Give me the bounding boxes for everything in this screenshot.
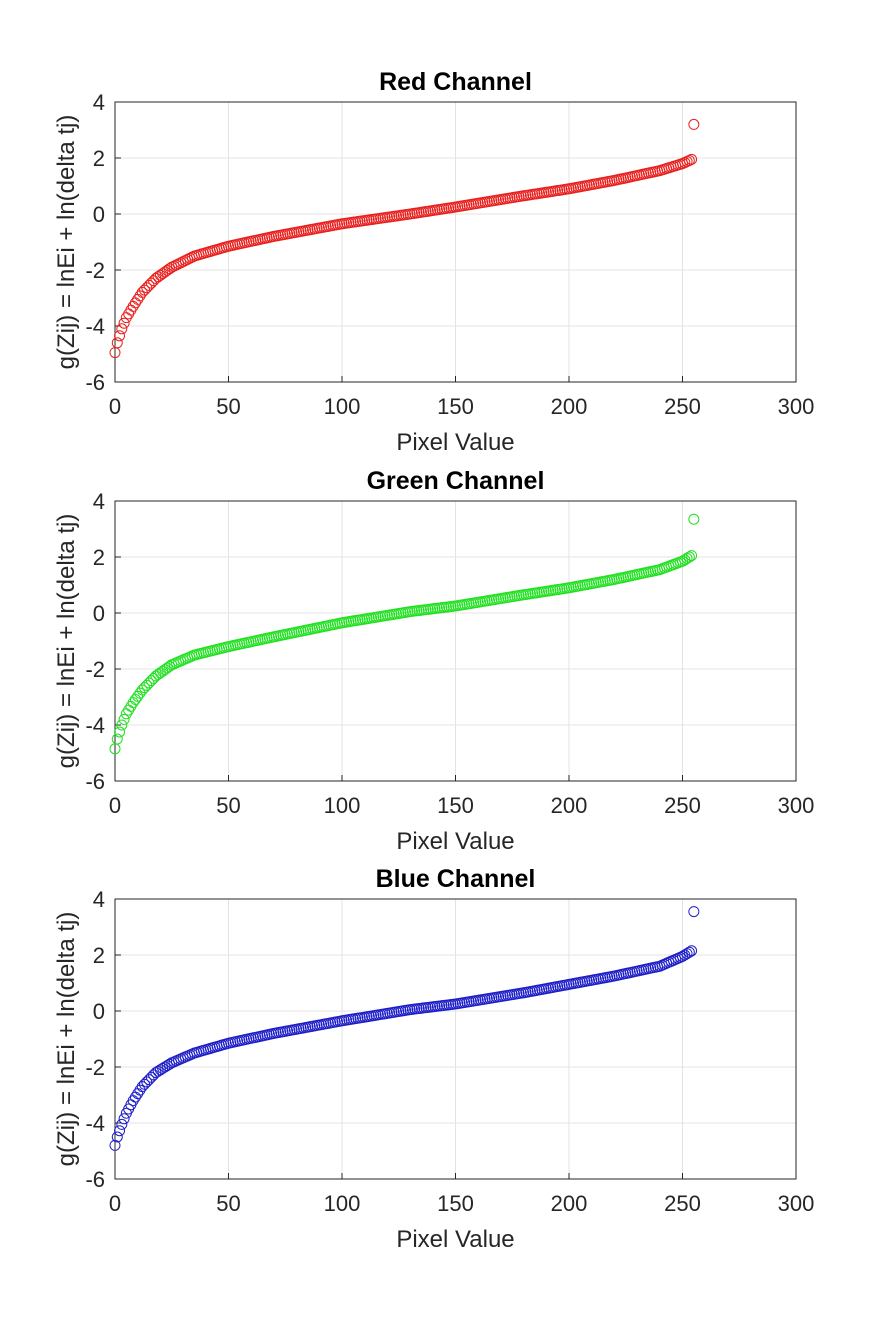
y-tick-label: 0 — [93, 202, 105, 227]
y-tick-label: 2 — [93, 146, 105, 171]
x-tick-label: 150 — [437, 394, 474, 419]
y-tick-label: 2 — [93, 943, 105, 968]
x-tick-label: 150 — [437, 1191, 474, 1216]
y-tick-label: 4 — [93, 90, 105, 115]
y-tick-label: 4 — [93, 489, 105, 514]
y-tick-label: -6 — [85, 1167, 105, 1192]
data-point — [118, 713, 130, 725]
x-tick-label: 50 — [216, 394, 240, 419]
x-tick-label: 50 — [216, 793, 240, 818]
chart-title: Blue Channel — [376, 865, 536, 893]
data-point — [111, 733, 123, 745]
y-tick-label: 0 — [93, 601, 105, 626]
x-tick-label: 50 — [216, 1191, 240, 1216]
data-point — [116, 719, 128, 731]
data-point — [114, 1125, 126, 1137]
data-point — [686, 153, 698, 165]
y-tick-label: 0 — [93, 999, 105, 1024]
y-tick-label: 4 — [93, 887, 105, 912]
data-series — [109, 906, 700, 1151]
data-point — [116, 1118, 128, 1130]
outlier-point — [688, 118, 700, 130]
data-point — [111, 337, 123, 349]
data-point — [114, 330, 126, 342]
data-point — [686, 945, 698, 957]
y-axis-label: g(Zij) = lnEi + ln(delta tj) — [53, 514, 80, 769]
data-point — [686, 550, 698, 562]
x-tick-label: 250 — [664, 793, 701, 818]
y-tick-label: -4 — [85, 1111, 105, 1136]
x-tick-label: 200 — [551, 1191, 588, 1216]
x-tick-label: 250 — [664, 394, 701, 419]
x-axis-label: Pixel Value — [396, 1226, 514, 1253]
x-tick-label: 200 — [551, 394, 588, 419]
data-point — [118, 1113, 130, 1125]
outlier-point — [688, 513, 700, 525]
data-point — [114, 726, 126, 738]
data-point — [116, 323, 128, 335]
x-tick-label: 300 — [778, 1191, 815, 1216]
y-tick-label: -6 — [85, 769, 105, 794]
data-point — [683, 551, 695, 563]
x-tick-label: 100 — [324, 394, 361, 419]
chart-panel-1: 0 50 100 150 200 250 300 -6 -4 -2 0 2 4 Red Channel Pi… — [53, 68, 814, 456]
data-point — [109, 1139, 121, 1151]
y-tick-label: -2 — [85, 258, 105, 283]
y-axis-label: g(Zij) = lnEi + ln(delta tj) — [53, 912, 80, 1167]
x-tick-label: 100 — [324, 1191, 361, 1216]
x-tick-label: 100 — [324, 793, 361, 818]
x-axis-label: Pixel Value — [396, 429, 514, 456]
data-point — [111, 1131, 123, 1143]
y-tick-label: -2 — [85, 1055, 105, 1080]
y-tick-label: -2 — [85, 657, 105, 682]
data-series — [109, 118, 700, 359]
outlier-point — [688, 906, 700, 918]
x-tick-label: 0 — [109, 1191, 121, 1216]
x-tick-label: 250 — [664, 1191, 701, 1216]
chart-title: Green Channel — [367, 467, 545, 495]
y-tick-label: -4 — [85, 713, 105, 738]
x-tick-label: 300 — [778, 394, 815, 419]
chart-panel-3: 0 50 100 150 200 250 300 -6 -4 -2 0 2 4 Blue Channel P… — [53, 865, 814, 1253]
x-axis-label: Pixel Value — [396, 828, 514, 855]
x-tick-label: 150 — [437, 793, 474, 818]
y-tick-label: -6 — [85, 370, 105, 395]
y-tick-label: 2 — [93, 545, 105, 570]
chart-title: Red Channel — [379, 68, 532, 96]
x-tick-label: 0 — [109, 793, 121, 818]
y-axis-label: g(Zij) = lnEi + ln(delta tj) — [53, 115, 80, 370]
y-tick-label: -4 — [85, 314, 105, 339]
x-tick-label: 200 — [551, 793, 588, 818]
data-point — [118, 317, 130, 329]
data-point — [683, 946, 695, 958]
chart-panel-2: 0 50 100 150 200 250 300 -6 -4 -2 0 2 4 Green Channel… — [53, 467, 814, 855]
x-tick-label: 300 — [778, 793, 815, 818]
x-tick-label: 0 — [109, 394, 121, 419]
data-series — [109, 513, 700, 755]
